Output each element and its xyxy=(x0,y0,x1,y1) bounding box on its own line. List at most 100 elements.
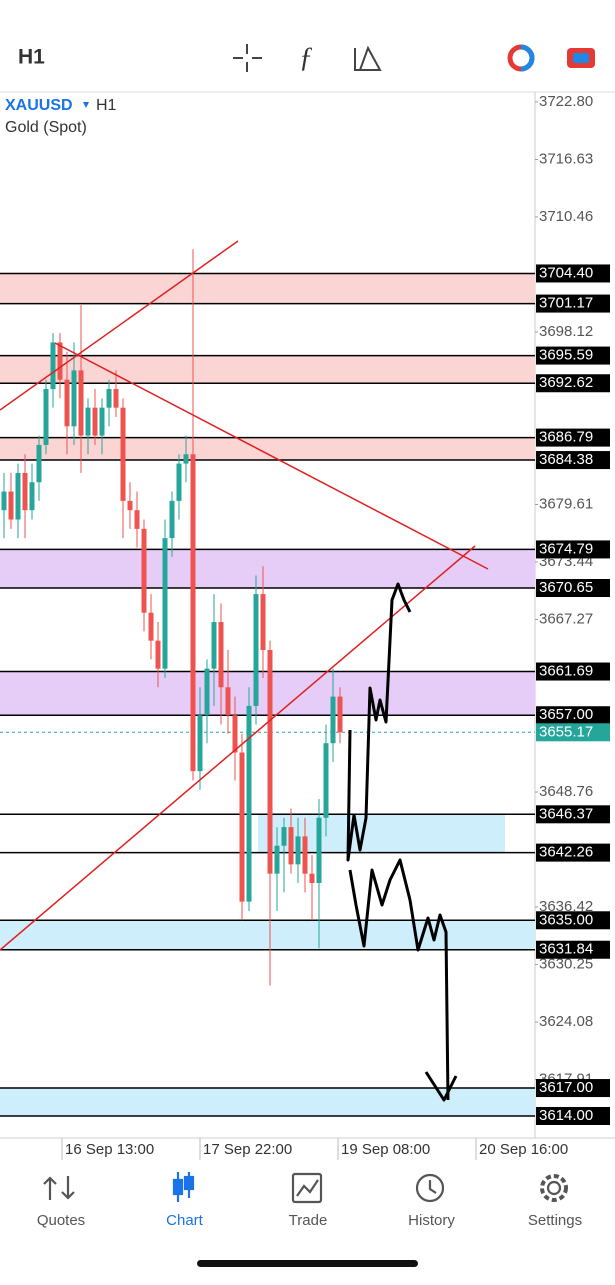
zone xyxy=(0,437,535,461)
level-label: 3646.37 xyxy=(539,805,593,822)
y-tick-label: 3636.42 xyxy=(539,898,593,915)
nav-label[interactable]: Quotes xyxy=(37,1212,85,1229)
level-label: 3657.00 xyxy=(539,706,593,723)
candle-body xyxy=(302,836,308,874)
candle-body xyxy=(78,370,84,436)
y-tick-label: 3716.63 xyxy=(539,150,593,167)
candle-body xyxy=(232,715,238,753)
level-label-bg xyxy=(536,346,610,365)
candle-body xyxy=(316,817,322,884)
candle-body xyxy=(323,743,329,818)
level-label: 3617.00 xyxy=(539,1079,593,1096)
level-label: 3631.84 xyxy=(539,941,593,958)
level-label: 3692.62 xyxy=(539,374,593,391)
mode-icon[interactable] xyxy=(567,48,595,68)
trend-lines xyxy=(0,240,489,951)
candle-body xyxy=(155,640,161,669)
candle-body xyxy=(134,510,140,529)
level-label-bg xyxy=(536,540,610,559)
candle-body xyxy=(71,370,77,427)
candle-body xyxy=(99,407,105,436)
level-label-bg xyxy=(536,706,610,725)
candle-body xyxy=(50,342,56,390)
home-indicator xyxy=(197,1260,418,1267)
nav-label[interactable]: Trade xyxy=(289,1212,328,1229)
level-label-bg xyxy=(536,940,610,959)
level-label-bg xyxy=(536,662,610,681)
candle-body xyxy=(64,379,70,427)
candle-body xyxy=(127,500,133,511)
y-tick-label: 3722.80 xyxy=(539,93,593,110)
symbol-dropdown[interactable] xyxy=(83,102,89,108)
candle-body xyxy=(246,705,252,902)
level-label: 3674.79 xyxy=(539,540,593,557)
current-price-label: 3655.17 xyxy=(539,723,593,740)
nav-label[interactable]: Chart xyxy=(166,1212,204,1229)
level-label-bg xyxy=(536,428,610,447)
candle-body xyxy=(267,649,273,874)
candle-body xyxy=(57,342,63,380)
level-label-bg xyxy=(536,374,610,393)
level-label-bg xyxy=(536,1107,610,1126)
candle-body xyxy=(22,472,28,511)
level-label: 3684.38 xyxy=(539,451,593,468)
trade-icon[interactable] xyxy=(507,44,535,72)
y-tick-label: 3648.76 xyxy=(539,783,593,800)
y-tick-label: 3624.08 xyxy=(539,1013,593,1030)
y-tick-label: 3667.27 xyxy=(539,610,593,627)
symbol-timeframe: H1 xyxy=(96,97,117,114)
current-price-bg xyxy=(536,723,610,742)
y-tick-label: 3679.61 xyxy=(539,495,593,512)
zone xyxy=(0,1088,535,1117)
hand-drawing xyxy=(346,582,458,1102)
candle-body xyxy=(337,696,343,733)
candle-body xyxy=(36,444,42,483)
nav-label[interactable]: History xyxy=(408,1212,455,1229)
level-label-bg xyxy=(536,579,610,598)
zone xyxy=(0,273,535,304)
candle-body xyxy=(211,622,217,669)
objects-icon[interactable] xyxy=(354,45,382,71)
candle-body xyxy=(330,696,336,744)
level-label: 3642.26 xyxy=(539,844,593,861)
candle-body xyxy=(288,827,294,865)
level-label-bg xyxy=(536,843,610,862)
candle-body xyxy=(260,594,266,650)
candle-body xyxy=(106,389,112,408)
level-label: 3704.40 xyxy=(539,264,593,281)
level-label: 3701.17 xyxy=(539,295,593,312)
candle-body xyxy=(29,482,35,511)
candle-body xyxy=(15,472,21,520)
indicators-icon[interactable]: ƒ xyxy=(299,42,313,73)
level-label: 3686.79 xyxy=(539,429,593,446)
candle-body xyxy=(295,836,301,865)
nav-label[interactable]: Settings xyxy=(528,1212,582,1229)
level-label-bg xyxy=(536,911,610,930)
candle-body xyxy=(274,845,280,874)
symbol-description: Gold (Spot) xyxy=(5,119,87,136)
level-label: 3614.00 xyxy=(539,1107,593,1124)
level-label-bg xyxy=(536,264,610,283)
y-tick-label: 3698.12 xyxy=(539,323,593,340)
candle-body xyxy=(225,687,231,716)
zone xyxy=(258,814,505,853)
symbol[interactable]: XAUUSD xyxy=(5,97,73,114)
x-tick-label: 19 Sep 08:00 xyxy=(341,1141,430,1158)
timeframe-button[interactable]: H1 xyxy=(18,46,45,69)
candle-body xyxy=(183,454,189,464)
candle-body xyxy=(218,622,224,688)
candle-body xyxy=(113,389,119,408)
level-label-bg xyxy=(536,294,610,313)
candle-body xyxy=(162,538,168,669)
candle-body xyxy=(204,668,210,716)
level-label-bg xyxy=(536,1079,610,1098)
crosshair-icon[interactable] xyxy=(233,44,262,72)
zone xyxy=(0,549,535,589)
candle-body xyxy=(190,454,196,772)
candle-body xyxy=(8,491,14,520)
candle-body xyxy=(92,407,98,436)
candle-body xyxy=(239,752,245,902)
level-label-bg xyxy=(536,805,610,824)
y-tick-label: 3710.46 xyxy=(539,208,593,225)
